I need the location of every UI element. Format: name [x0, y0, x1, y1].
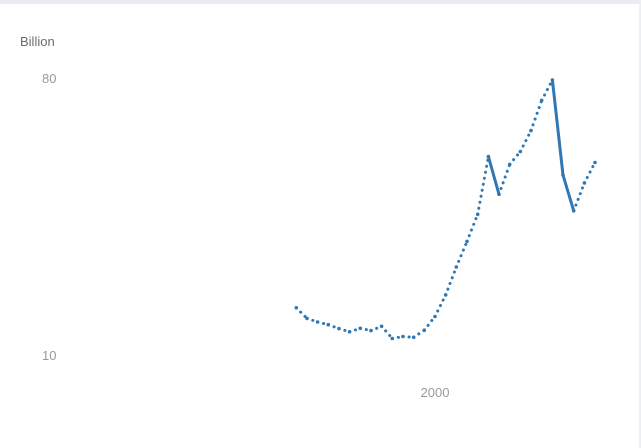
data-point[interactable]: [337, 326, 341, 331]
data-point[interactable]: [326, 322, 331, 327]
data-point[interactable]: [465, 239, 469, 244]
data-point[interactable]: [379, 324, 384, 329]
series-line-segment: [518, 129, 533, 153]
x-tick-label-2000: 2000: [421, 385, 450, 400]
series-line-segment: [508, 150, 522, 166]
series-line-segment: [422, 315, 437, 332]
series-line-segment: [486, 155, 501, 196]
series-line-segment: [401, 335, 416, 339]
data-point[interactable]: [347, 330, 352, 334]
y-tick-label-top: 80: [42, 71, 57, 86]
data-point[interactable]: [411, 335, 416, 340]
data-point[interactable]: [518, 149, 523, 154]
series-line-segment: [358, 326, 373, 333]
data-point[interactable]: [294, 306, 299, 310]
data-point[interactable]: [486, 154, 491, 159]
series-line-segment: [433, 293, 448, 318]
series-line-segment: [305, 316, 320, 324]
data-point[interactable]: [571, 209, 576, 213]
series-line-segment: [465, 212, 480, 243]
series-line-segment: [337, 327, 352, 334]
series-line-segment: [572, 181, 586, 213]
right-divider: [639, 0, 641, 448]
y-tick-label-bottom: 10: [42, 348, 57, 363]
series-line-segment: [348, 326, 362, 334]
series-line-segment: [582, 161, 597, 185]
series-line-segment: [412, 328, 426, 339]
series-line-segment: [476, 155, 490, 216]
series-line-segment: [454, 239, 469, 269]
data-point[interactable]: [497, 192, 501, 197]
series-line-segment: [444, 265, 458, 297]
series-line-segment: [326, 323, 341, 331]
data-point[interactable]: [369, 328, 373, 333]
y-axis-unit-label: Billion: [20, 34, 55, 49]
data-point[interactable]: [433, 314, 437, 319]
data-point[interactable]: [529, 128, 533, 133]
series-line-segment: [561, 173, 576, 213]
series-line-segment: [390, 335, 405, 340]
series-line-segment: [369, 324, 384, 333]
data-point[interactable]: [422, 328, 427, 333]
data-point[interactable]: [358, 326, 363, 331]
data-point[interactable]: [315, 320, 320, 324]
series-line-segment: [316, 320, 330, 327]
data-point[interactable]: [305, 316, 309, 321]
series-line-segment: [529, 98, 544, 133]
data-point[interactable]: [593, 160, 597, 165]
series-line-segment: [380, 324, 394, 340]
data-point[interactable]: [401, 334, 405, 339]
series-line-segment: [497, 162, 512, 196]
data-point[interactable]: [507, 162, 512, 167]
data-point[interactable]: [539, 98, 544, 103]
data-point[interactable]: [582, 181, 587, 185]
data-point[interactable]: [475, 212, 480, 217]
series-line-segment: [294, 306, 309, 320]
data-point[interactable]: [561, 173, 565, 177]
data-point[interactable]: [550, 78, 555, 82]
data-point[interactable]: [454, 265, 459, 269]
data-point[interactable]: [443, 293, 448, 297]
series-line-segment: [550, 78, 565, 177]
data-point[interactable]: [390, 336, 395, 341]
series-layer: [294, 78, 597, 341]
series-line-segment: [540, 78, 554, 102]
